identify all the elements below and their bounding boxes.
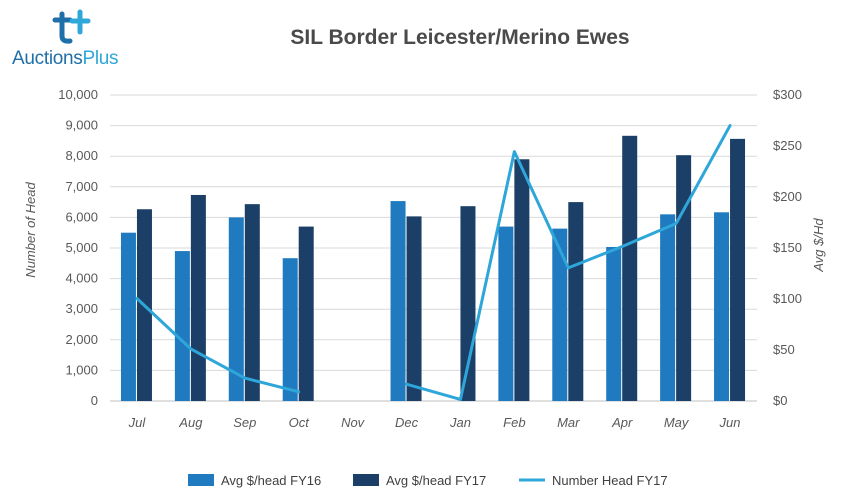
left-tick-label: 6,000 [65, 209, 98, 224]
right-tick-label: $50 [773, 342, 795, 357]
bar-fy17 [190, 194, 206, 401]
right-axis-title: Avg $/Hd [811, 218, 826, 273]
chart-title: SIL Border Leicester/Merino Ewes [290, 26, 630, 49]
left-tick-label: 0 [91, 393, 98, 408]
bar-fy17 [514, 159, 530, 401]
left-tick-label: 1,000 [65, 362, 98, 377]
gridlines [110, 94, 757, 402]
bar-fy16 [174, 251, 190, 401]
legend-label: Number Head FY17 [552, 473, 668, 488]
left-axis-ticks: 0 1,000 2,000 3,000 4,000 5,000 6,000 7,000 8,00… [58, 87, 98, 408]
legend-swatch [353, 474, 379, 486]
x-tick-label: May [664, 415, 690, 430]
line-series [135, 124, 732, 401]
left-tick-label: 5,000 [65, 240, 98, 255]
left-tick-label: 4,000 [65, 271, 98, 286]
right-tick-label: $100 [773, 291, 802, 306]
bar-fy16 [228, 217, 244, 401]
bar-fy17 [406, 216, 422, 401]
right-tick-label: $150 [773, 240, 802, 255]
right-tick-label: $300 [773, 87, 802, 102]
x-axis-labels: Jul Aug Sep Oct Nov Dec Jan Feb Mar Apr May Jun [128, 415, 741, 430]
auctionsplus-logo: AuctionsPlus [12, 8, 142, 72]
left-tick-label: 10,000 [58, 87, 98, 102]
x-tick-label: Jun [719, 415, 741, 430]
bar-fy16 [606, 246, 622, 401]
line-number-head [135, 296, 301, 394]
right-tick-label: $200 [773, 189, 802, 204]
bar-fy16 [660, 214, 676, 401]
bar-fy17 [298, 226, 314, 401]
x-tick-label: Nov [341, 415, 366, 430]
legend-swatch [188, 474, 214, 486]
bar-fy17 [568, 202, 584, 401]
legend-label: Avg $/head FY17 [386, 473, 486, 488]
x-tick-label: Jul [128, 415, 147, 430]
bar-fy17 [676, 155, 692, 401]
legend: Avg $/head FY16 Avg $/head FY17 Number Hea… [188, 473, 668, 488]
right-tick-label: $250 [773, 138, 802, 153]
logo-mark-icon [52, 9, 91, 44]
x-tick-label: Apr [611, 415, 633, 430]
bar-fy16 [120, 232, 136, 401]
left-tick-label: 3,000 [65, 301, 98, 316]
bar-series [120, 135, 746, 402]
left-axis-title: Number of Head [23, 182, 38, 278]
right-axis-ticks: $0 $50 $100 $150 $200 $250 $300 [773, 87, 802, 408]
x-tick-label: Jan [449, 415, 471, 430]
x-tick-label: Dec [395, 415, 419, 430]
bar-fy16 [552, 228, 568, 401]
x-tick-label: Feb [503, 415, 525, 430]
x-tick-label: Aug [178, 415, 203, 430]
x-tick-label: Sep [233, 415, 256, 430]
left-tick-label: 7,000 [65, 179, 98, 194]
left-tick-label: 9,000 [65, 118, 98, 133]
bar-fy17 [244, 204, 260, 401]
legend-label: Avg $/head FY16 [221, 473, 321, 488]
bar-fy16 [498, 226, 514, 401]
bar-fy17 [730, 138, 746, 402]
x-tick-label: Oct [289, 415, 311, 430]
bar-fy16 [282, 258, 298, 401]
x-tick-label: Mar [557, 415, 580, 430]
left-tick-label: 8,000 [65, 148, 98, 163]
bar-fy16 [714, 212, 730, 401]
left-tick-label: 2,000 [65, 332, 98, 347]
bar-fy16 [390, 201, 406, 401]
logo-wordmark: AuctionsPlus [12, 48, 119, 69]
bar-fy17 [622, 135, 638, 402]
right-tick-label: $0 [773, 393, 787, 408]
